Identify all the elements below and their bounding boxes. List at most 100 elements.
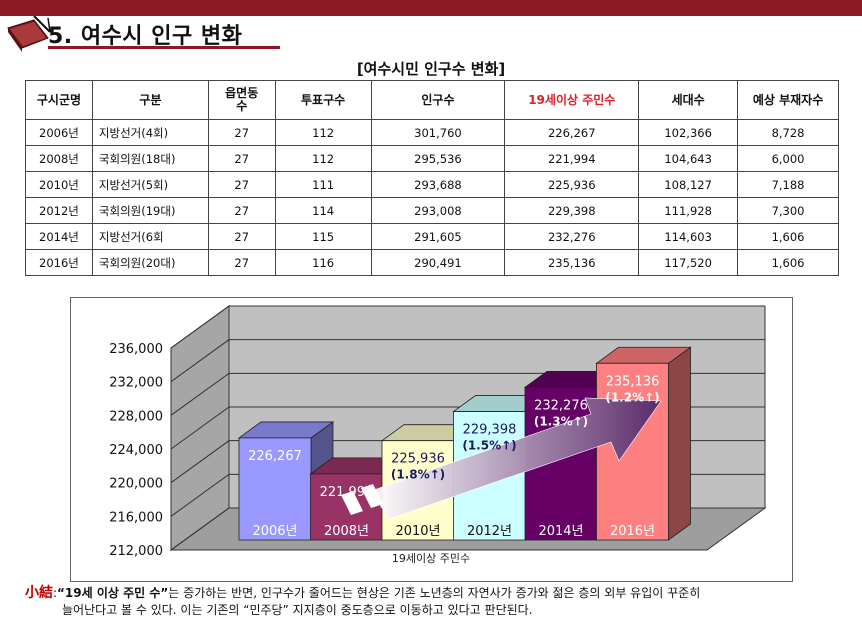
y-tick-label: 228,000 [109,409,163,424]
cell-type: 지방선거(4회) [91,119,209,146]
bar-change-label: (1.5%↑) [462,439,516,453]
col-header-district: 구시군명 [25,80,93,120]
cell-population: 293,008 [370,197,506,224]
x-category-label: 2012년 [467,524,512,539]
summary-note: 小結:“19세 이상 주민 수”는 증가하는 반면, 인구수가 줄어드는 현상은… [25,585,837,619]
cell-type: 국회의원(20대) [91,249,209,276]
col-header-population: 인구수 [370,80,506,120]
cell-population: 293,688 [370,171,506,198]
bar [596,362,669,541]
table-row: 2014년 지방선거(6회 27 115 291,605 232,276 114… [25,223,839,250]
cell-absentee: 7,300 [737,197,839,224]
cell-type: 국회의원(19대) [91,197,209,224]
y-tick-label: 212,000 [109,544,163,559]
bar-value-label: 225,936 [391,452,445,467]
section-title-underline [48,46,280,49]
trend-arrow-dash [341,491,363,515]
summary-lead: 小結 [25,585,53,601]
table-row: 2016년 국회의원(20대) 27 116 290,491 235,136 1… [25,249,839,276]
y-tick-label: 232,000 [109,376,163,391]
adult-population-bar-chart: 212,000 216,000 220,000 224,000 228,000 232,0… [109,305,767,565]
y-tick-label: 220,000 [109,477,163,492]
table-header-row: 구시군명 구분 읍면동 수 투표구수 인구수 19세이상 주민수 세대수 예상 … [25,80,839,120]
bar-value-label: 221,994 [320,485,374,500]
x-axis-label: 19세이상 주민수 [392,552,470,565]
cell-adults: 226,267 [504,119,640,146]
cell-type: 지방선거(5회) [91,171,209,198]
gridline [170,305,765,349]
cell-type: 지방선거(6회 [91,223,209,250]
table-row: 2012년 국회의원(19대) 27 114 293,008 229,398 1… [25,197,839,224]
y-tick-label: 236,000 [109,342,163,357]
cell-year: 2014년 [25,223,93,250]
table-row: 2006년 지방선거(4회) 27 112 301,760 226,267 10… [25,119,839,146]
cell-population: 290,491 [370,249,506,276]
trend-arrow-dash [361,484,383,508]
cell-type: 국회의원(18대) [91,145,209,172]
bar [238,437,312,541]
col-header-precincts: 투표구수 [274,80,372,120]
cell-households: 111,928 [638,197,739,224]
cell-population: 291,605 [370,223,506,250]
col-header-absentee: 예상 부재자수 [737,80,839,120]
col-header-adults: 19세이상 주민수 [504,80,640,120]
cell-adults: 221,994 [504,145,640,172]
bar-value-label: 226,267 [248,449,302,464]
col-header-type: 구분 [91,80,209,120]
cell-precincts: 112 [274,119,372,146]
cell-households: 117,520 [638,249,739,276]
trend-arrow [370,397,662,520]
cell-population: 295,536 [370,145,506,172]
chart-frame: 212,000 216,000 220,000 224,000 228,000 232,0… [70,297,793,582]
cell-dong-count: 27 [207,145,276,172]
cell-precincts: 115 [274,223,372,250]
bar-change-label: (1.8%↑) [391,468,445,482]
bar-change-label: (1.3%↑) [534,414,588,428]
cell-adults: 235,136 [504,249,640,276]
cell-absentee: 1,606 [737,223,839,250]
cell-population: 301,760 [370,119,506,146]
bar-value-label: 235,136 [606,374,660,389]
bar-change-label: (1.2%↑) [605,390,659,404]
book-icon [7,15,51,52]
cell-year: 2012년 [25,197,93,224]
x-category-label: 2014년 [538,524,583,539]
cell-adults: 229,398 [504,197,640,224]
x-category-label: 2016년 [610,524,655,539]
y-tick-label: 224,000 [109,443,163,458]
summary-text-2: 늘어난다고 볼 수 있다. 이는 기존의 “민주당” 지지층이 중도층으로 이동… [62,603,533,617]
bar-value-label: 229,398 [463,423,517,438]
table-row: 2008년 국회의원(18대) 27 112 295,536 221,994 1… [25,145,839,172]
cell-adults: 225,936 [504,171,640,198]
x-category-label: 2006년 [252,524,297,539]
table-row: 2010년 지방선거(5회) 27 111 293,688 225,936 10… [25,171,839,198]
cell-dong-count: 27 [207,171,276,198]
summary-colon: : [53,586,58,600]
gridline [170,339,765,383]
cell-dong-count: 27 [207,197,276,224]
cell-precincts: 114 [274,197,372,224]
col-header-households: 세대수 [638,80,739,120]
x-category-label: 2008년 [324,524,369,539]
cell-precincts: 111 [274,171,372,198]
cell-households: 104,643 [638,145,739,172]
summary-text-1: 는 증가하는 반면, 인구수가 줄어드는 현상은 기존 노년층의 자연사가 증가… [168,586,701,600]
summary-keyword: “19세 이상 주민 수” [57,586,169,600]
cell-dong-count: 27 [207,119,276,146]
cell-precincts: 116 [274,249,372,276]
bar-value-label: 232,276 [534,398,588,413]
cell-dong-count: 27 [207,249,276,276]
cell-absentee: 1,606 [737,249,839,276]
cell-absentee: 7,188 [737,171,839,198]
bar-side [668,346,691,541]
cell-year: 2010년 [25,171,93,198]
cell-year: 2006년 [25,119,93,146]
cell-year: 2008년 [25,145,93,172]
x-category-label: 2010년 [395,524,440,539]
population-table: 구시군명 구분 읍면동 수 투표구수 인구수 19세이상 주민수 세대수 예상 … [25,80,839,276]
cell-households: 114,603 [638,223,739,250]
cell-precincts: 112 [274,145,372,172]
y-tick-label: 216,000 [109,510,163,525]
cell-absentee: 6,000 [737,145,839,172]
section-title: 5. 여수시 인구 변화 [48,24,243,49]
